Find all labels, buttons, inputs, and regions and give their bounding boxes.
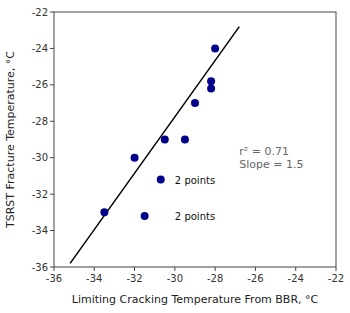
y-tick: [50, 121, 54, 122]
annotation-line: Slope = 1.5: [239, 158, 303, 171]
x-tick: [54, 267, 55, 271]
annotation-line: r² = 0.71: [239, 145, 289, 158]
y-tick: [50, 84, 54, 85]
x-tick: [134, 267, 135, 271]
y-tick: [50, 194, 54, 195]
x-axis-label: Limiting Cracking Temperature From BBR, …: [72, 293, 319, 306]
x-tick-label: -32: [126, 273, 142, 284]
x-tick-label: -34: [86, 273, 102, 284]
x-tick-label: -36: [46, 273, 62, 284]
x-tick: [215, 267, 216, 271]
y-tick: [50, 12, 54, 13]
x-tick: [336, 267, 337, 271]
annotation-line: 2 points: [175, 211, 215, 222]
y-tick-label: -26: [32, 79, 48, 90]
y-tick: [50, 157, 54, 158]
scatter-point: [207, 77, 215, 85]
scatter-point: [100, 208, 108, 216]
x-tick: [174, 267, 175, 271]
annotation: 2 points: [175, 211, 215, 222]
y-tick-label: -32: [32, 189, 48, 200]
y-tick-label: -24: [32, 43, 48, 54]
scatter-point: [157, 176, 165, 184]
y-tick-label: -34: [32, 225, 48, 236]
y-tick-label: -22: [32, 7, 48, 18]
x-tick-label: -30: [167, 273, 183, 284]
annotation-line: 2 points: [175, 175, 215, 186]
y-tick: [50, 230, 54, 231]
scatter-point: [161, 136, 169, 144]
y-tick-label: -28: [32, 116, 48, 127]
scatter-point: [141, 212, 149, 220]
scatter-point: [181, 136, 189, 144]
plot-frame: [54, 12, 336, 267]
x-tick-label: -26: [247, 273, 263, 284]
y-tick-label: -36: [32, 262, 48, 273]
y-tick: [50, 48, 54, 49]
x-tick-label: -24: [288, 273, 304, 284]
chart: -36 -34 -32 -30 -28 -26 -24 -22 -36 -34 -32 -30 -28 -…: [0, 0, 350, 313]
x-tick-label: -28: [207, 273, 223, 284]
y-axis-label: TSRST Fracture Temperature, °C: [4, 51, 17, 229]
annotation: r² = 0.71Slope = 1.5: [239, 145, 303, 171]
trend-line: [70, 27, 239, 264]
y-tick-label: -30: [32, 152, 48, 163]
scatter-point: [211, 44, 219, 52]
x-tick: [295, 267, 296, 271]
marks: [70, 27, 239, 264]
scatter-point: [191, 99, 199, 107]
x-tick: [94, 267, 95, 271]
x-tick: [255, 267, 256, 271]
x-tick-label: -22: [328, 273, 344, 284]
scatter-point: [131, 154, 139, 162]
y-tick: [50, 267, 54, 268]
annotation: 2 points: [175, 175, 215, 186]
scatter-point: [207, 85, 215, 93]
